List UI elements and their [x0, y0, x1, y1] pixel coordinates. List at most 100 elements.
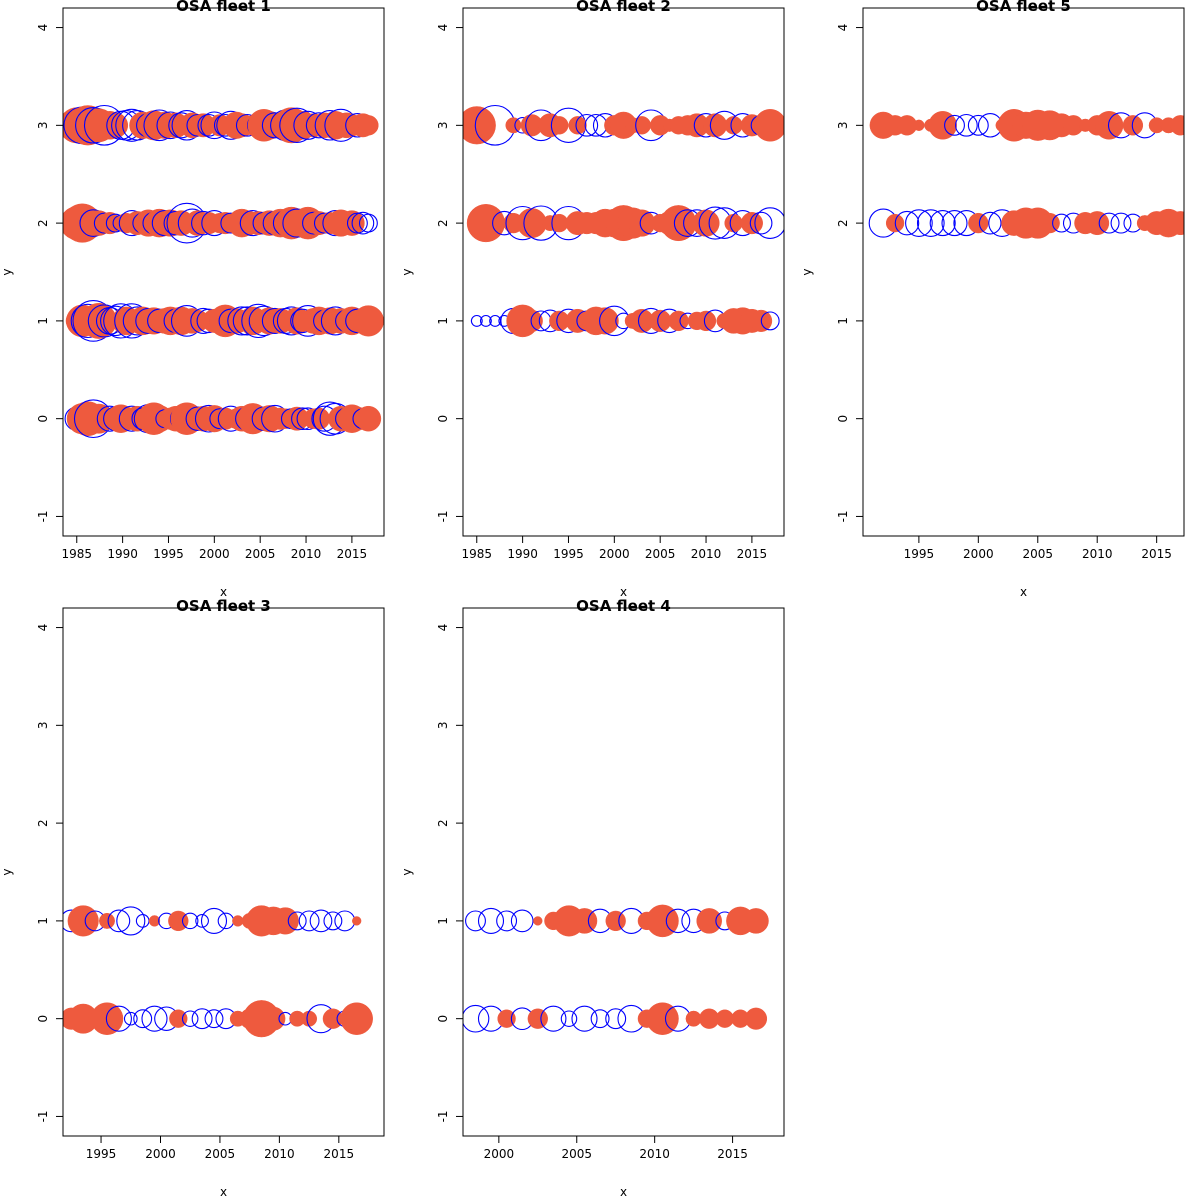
residual-bubble	[195, 914, 209, 928]
residual-bubble	[744, 1007, 768, 1030]
x-tick-label: 2000	[963, 547, 994, 561]
residual-bubble	[470, 314, 483, 327]
x-tick-label: 1995	[904, 547, 935, 561]
y-tick-label: 2	[436, 219, 450, 227]
x-tick-label: 2005	[245, 547, 276, 561]
x-tick-label: 2000	[199, 547, 230, 561]
plot-frame	[62, 7, 385, 537]
x-tick-label: 1985	[61, 547, 92, 561]
residual-bubble	[123, 1011, 138, 1026]
y-tick-label: -1	[436, 1110, 450, 1122]
residual-bubble	[323, 911, 343, 931]
residual-bubble	[181, 1010, 199, 1027]
residual-bubble	[605, 1008, 627, 1030]
y-axis-label: y	[0, 268, 14, 275]
y-tick-label: 4	[36, 624, 50, 632]
residual-bubble	[955, 113, 978, 137]
x-tick-label: 1990	[507, 547, 538, 561]
residual-bubble	[571, 1005, 598, 1032]
y-tick-label: 4	[836, 24, 850, 32]
residual-bubble	[560, 1010, 578, 1027]
residual-bubble	[665, 908, 691, 934]
x-tick-label: 2010	[639, 1147, 670, 1161]
residual-bubble	[322, 1008, 344, 1029]
residual-bubble	[695, 310, 717, 332]
panel-5: 2000 2005 2010 2015 -1 0 1 2 3 4 x y OSA fleet 4	[400, 597, 785, 1199]
residual-bubble	[978, 211, 1002, 235]
residual-bubble	[520, 309, 543, 332]
bubble-layer	[63, 905, 373, 1038]
y-tick-label: 3	[436, 122, 450, 130]
residual-bubble	[1110, 212, 1132, 234]
x-tick-label: 1995	[86, 1147, 117, 1161]
residual-bubble	[749, 211, 773, 235]
y-tick-label: 2	[36, 819, 50, 827]
x-tick-label: 2005	[205, 1147, 236, 1161]
residual-bubble	[929, 210, 956, 237]
residual-bubble	[334, 910, 356, 932]
residual-bubble	[497, 1009, 516, 1028]
plot-frame	[462, 607, 785, 1137]
y-tick-label: 1	[436, 317, 450, 325]
residual-bubble	[754, 207, 784, 239]
y-tick-label: 2	[436, 819, 450, 827]
residual-bubble	[169, 1009, 188, 1028]
panel-4: 1995 2000 2005 2010 2015 -1 0 1 2 3 4 x y OSA fleet 3	[0, 597, 385, 1199]
residual-bubble	[916, 209, 945, 237]
residual-bubble	[466, 204, 505, 243]
y-tick-label: 0	[36, 1015, 50, 1023]
residual-bubble	[477, 907, 505, 934]
x-tick-label: 2015	[1141, 547, 1172, 561]
residual-bubble	[287, 911, 307, 931]
x-tick-label: 2010	[291, 547, 322, 561]
residual-bubble	[1170, 115, 1184, 136]
bubble-layer	[868, 109, 1184, 239]
residual-bubble	[67, 905, 99, 937]
residual-bubble	[696, 908, 722, 934]
residual-bubble	[358, 115, 379, 136]
y-tick-label: 3	[36, 722, 50, 730]
plot-frame	[862, 7, 1185, 537]
residual-bubble	[465, 910, 486, 932]
y-tick-label: -1	[836, 510, 850, 522]
y-tick-label: 3	[36, 122, 50, 130]
residual-bubble	[646, 904, 679, 938]
residual-bubble	[200, 907, 228, 934]
residual-bubble	[204, 1009, 224, 1029]
residual-bubble	[191, 1008, 213, 1030]
x-tick-label: 2000	[484, 1147, 515, 1161]
x-tick-label: 2005	[561, 1147, 592, 1161]
residual-bubble	[496, 910, 518, 932]
residual-bubble	[463, 106, 496, 145]
x-axis-label: x	[220, 585, 227, 599]
residual-bubble	[540, 1005, 567, 1032]
residual-bubble	[232, 915, 244, 927]
x-tick-label: 2010	[1082, 547, 1113, 561]
y-axis-label: y	[0, 868, 14, 875]
residual-bubble	[527, 1008, 548, 1029]
x-axis-label: x	[1020, 585, 1027, 599]
bubble-layer	[463, 104, 784, 338]
residual-bubble	[340, 1002, 373, 1035]
residual-bubble	[133, 1009, 153, 1029]
residual-bubble	[309, 909, 333, 933]
residual-bubble	[355, 405, 382, 432]
y-tick-label: 0	[436, 415, 450, 423]
y-tick-label: -1	[36, 1110, 50, 1122]
residual-bubble	[724, 116, 743, 135]
residual-bubble	[463, 1004, 490, 1033]
panel-1: 1985 1990 1995 2000 2005 2010 2015 -1 0 1 2 3 4 x y OSA…	[0, 0, 385, 599]
residual-bubble	[760, 311, 780, 331]
panel-title: OSA fleet 2	[576, 0, 671, 15]
y-tick-label: 1	[436, 917, 450, 925]
x-tick-label: 2005	[1022, 547, 1053, 561]
residual-bubble	[692, 209, 720, 237]
x-tick-label: 2015	[717, 1147, 748, 1161]
residual-bubble	[181, 912, 199, 930]
residual-bubble	[575, 113, 599, 137]
residual-bubble	[967, 114, 989, 136]
residual-bubble	[550, 116, 569, 135]
y-tick-label: 4	[436, 624, 450, 632]
residual-bubble	[168, 910, 189, 932]
